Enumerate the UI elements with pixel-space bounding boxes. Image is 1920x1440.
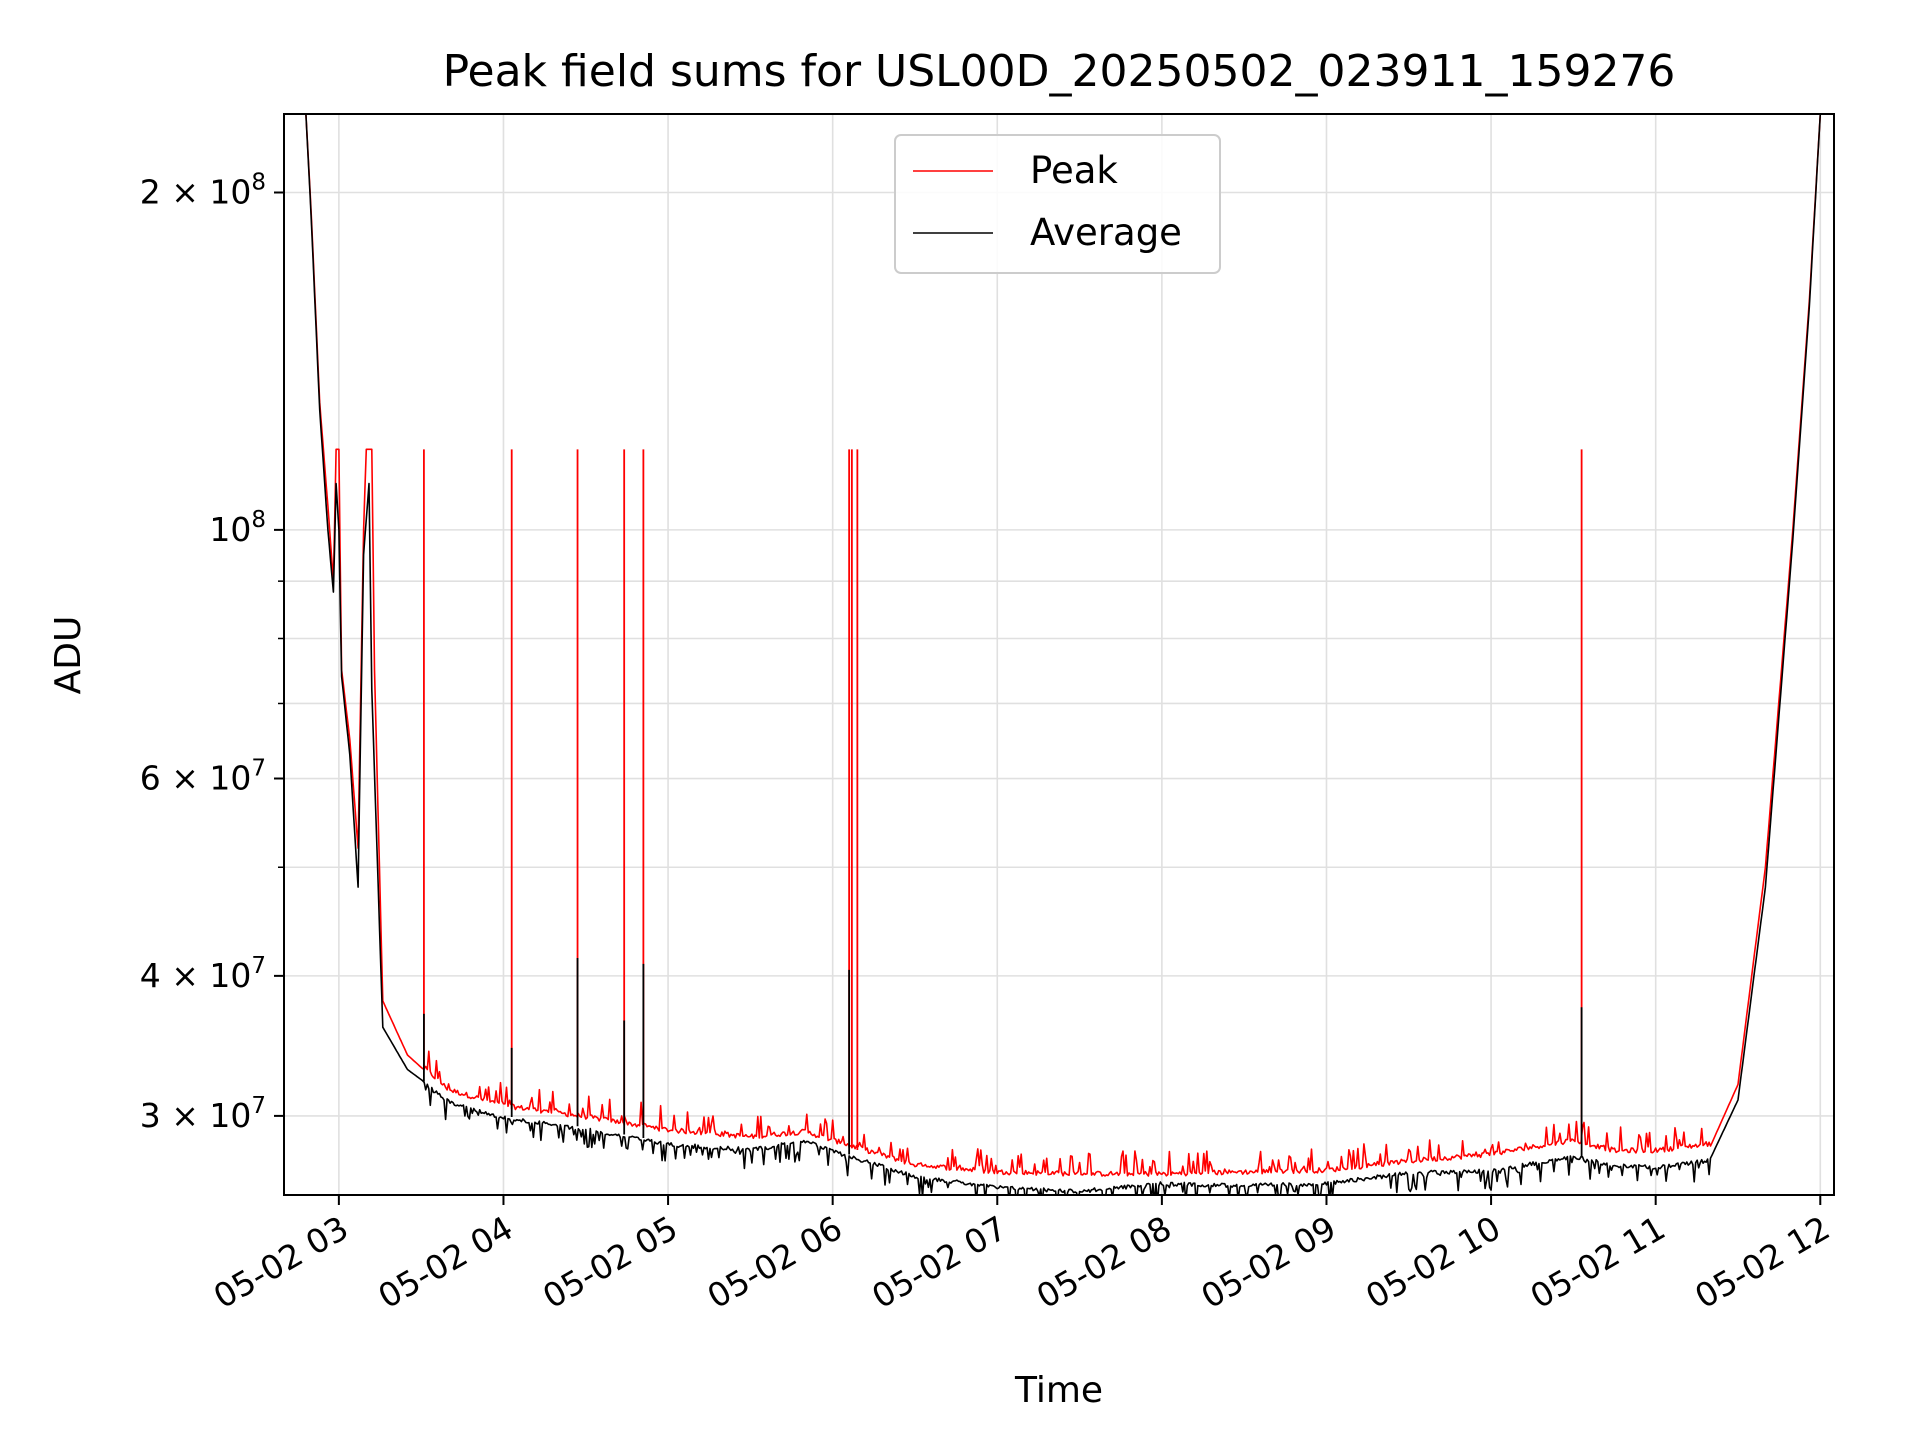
y-tick-label: 108 (209, 507, 266, 549)
series-layer (284, 114, 1834, 1195)
legend-label-average: Average (1030, 211, 1182, 254)
series-line-average (284, 114, 1834, 1195)
legend: Peak Average (894, 134, 1221, 274)
legend-box (894, 134, 1221, 274)
chart-title: Peak field sums for USL00D_20250502_0239… (443, 46, 1676, 97)
plot-frame (283, 113, 1835, 1196)
y-tick-label: 4 × 107 (140, 953, 266, 995)
y-tick-label: 2 × 108 (140, 169, 266, 211)
legend-label-peak: Peak (1030, 149, 1118, 192)
y-axis-label: ADU (48, 616, 89, 695)
y-tick-label: 3 × 107 (140, 1093, 266, 1135)
series-line-peak (284, 114, 1834, 1177)
x-axis-label: Time (1014, 1370, 1103, 1411)
y-tick-label: 6 × 107 (140, 756, 266, 798)
